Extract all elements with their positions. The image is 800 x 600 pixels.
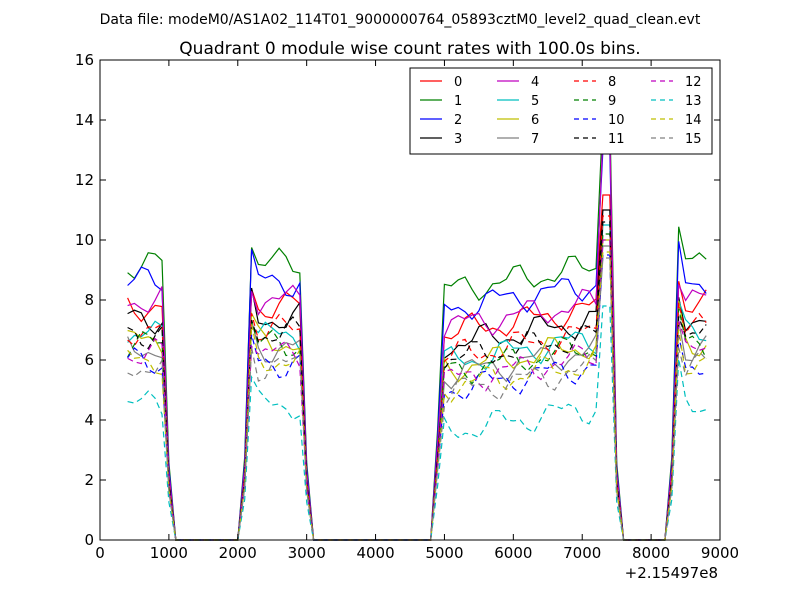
legend-label-4: 4 [531, 75, 539, 90]
legend-label-9: 9 [608, 94, 616, 109]
x-tick-label: 1000 [150, 544, 188, 562]
legend-label-0: 0 [454, 75, 462, 90]
x-tick-label: 5000 [425, 544, 463, 562]
y-tick-label: 4 [84, 411, 94, 429]
x-tick-label: 4000 [356, 544, 394, 562]
legend-label-6: 6 [531, 113, 539, 128]
legend-label-2: 2 [454, 113, 462, 128]
legend-box [409, 67, 713, 155]
x-tick-label: 3000 [288, 544, 326, 562]
x-tick-label: 7000 [563, 544, 601, 562]
legend-label-15: 15 [685, 132, 702, 147]
ticks-layer: 0 1000 2000 3000 4000 5000 6000 7000 8000 9000 0 2 4… [75, 51, 739, 562]
legend-label-12: 12 [685, 75, 702, 90]
chart-title: Quadrant 0 module wise count rates with … [179, 39, 640, 59]
legend-label-7: 7 [531, 132, 539, 147]
y-tick-label: 10 [75, 231, 94, 249]
series-layer [127, 113, 707, 541]
y-tick-label: 0 [84, 531, 94, 549]
x-tick-label: 8000 [632, 544, 670, 562]
legend-label-5: 5 [531, 94, 539, 109]
x-tick-label: 2000 [219, 544, 257, 562]
data-file-title: Data file: modeM0/AS1A02_114T01_90000007… [100, 12, 701, 28]
series-line-2 [127, 149, 707, 541]
x-tick-label: 6000 [494, 544, 532, 562]
y-tick-label: 16 [75, 51, 94, 69]
legend-label-11: 11 [608, 132, 625, 147]
y-tick-label: 14 [75, 111, 94, 129]
x-tick-label: 0 [95, 544, 105, 562]
legend-label-8: 8 [608, 75, 616, 90]
legend-label-3: 3 [454, 132, 462, 147]
y-tick-label: 12 [75, 171, 94, 189]
x-offset-label: +2.15497e8 [625, 564, 718, 582]
y-tick-label: 6 [84, 351, 94, 369]
legend-label-1: 1 [454, 94, 462, 109]
y-tick-label: 8 [84, 291, 94, 309]
series-line-1 [127, 113, 707, 541]
x-tick-label: 9000 [701, 544, 739, 562]
legend-label-14: 14 [685, 113, 702, 128]
y-tick-label: 2 [84, 471, 94, 489]
series-line-4 [127, 134, 707, 541]
legend-label-10: 10 [608, 113, 625, 128]
legend-label-13: 13 [685, 94, 702, 109]
